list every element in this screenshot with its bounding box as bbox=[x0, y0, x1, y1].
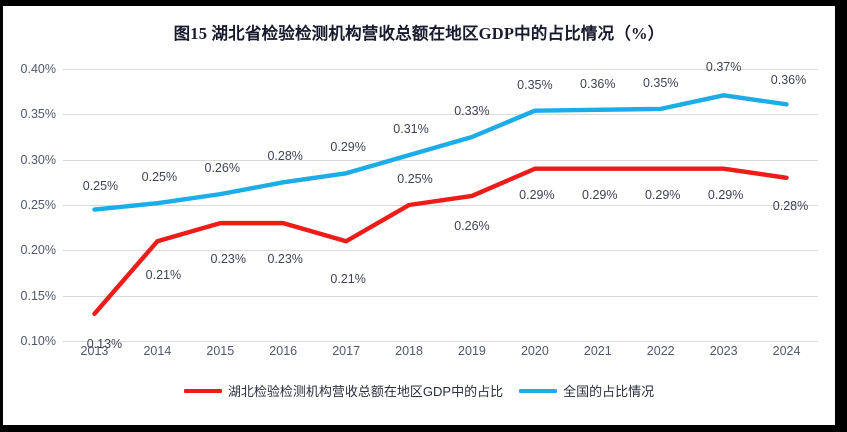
legend-item[interactable]: 全国的占比情况 bbox=[519, 381, 654, 400]
x-axis-tick-label: 2024 bbox=[772, 344, 801, 358]
x-axis-tick-label: 2017 bbox=[332, 344, 361, 358]
legend-item-label: 湖北检验检测机构营收总额在地区GDP中的占比 bbox=[227, 384, 504, 399]
x-axis-tick-label: 2015 bbox=[206, 344, 235, 358]
x-axis-tick-label: 2014 bbox=[143, 344, 172, 358]
series-lines bbox=[92, 93, 789, 317]
x-axis-tick-label: 2016 bbox=[269, 344, 298, 358]
x-axis-tick-label: 2023 bbox=[709, 344, 738, 358]
series-line-national bbox=[92, 93, 789, 212]
x-axis: 2013 2014 2015 2016 2017 2018 2019 2020 2021 2022… bbox=[63, 344, 818, 364]
series-line-hubei bbox=[92, 166, 789, 317]
gridline bbox=[63, 295, 818, 297]
x-axis-tick-label: 2020 bbox=[520, 344, 549, 358]
gridline bbox=[63, 114, 818, 116]
y-axis-tick-label: 0.40% bbox=[20, 62, 56, 76]
line-swatch-red-icon bbox=[183, 388, 222, 393]
chart-legend: 湖北检验检测机构营收总额在地区GDP中的占比 全国的占比情况 bbox=[3, 381, 835, 400]
gridline bbox=[63, 69, 818, 70]
y-axis-tick-label: 0.25% bbox=[20, 198, 56, 212]
gridline bbox=[63, 159, 818, 161]
line-swatch-blue-icon bbox=[519, 388, 558, 393]
y-axis-tick-label: 0.10% bbox=[20, 334, 56, 348]
chart-title: 图15 湖北省检验检测机构营收总额在地区GDP中的占比情况（%） bbox=[173, 24, 665, 43]
plot-area: 0.13% 0.21% 0.23% 0.23% 0.21% 0.25% 0.26% 0.29%… bbox=[21, 60, 818, 351]
x-axis-tick-label: 2013 bbox=[80, 344, 109, 358]
x-axis-tick-label: 2018 bbox=[395, 344, 423, 358]
gridline bbox=[63, 205, 818, 206]
chart-figure: 图15 湖北省检验检测机构营收总额在地区GDP中的占比情况（%） 0.13% 0.… bbox=[3, 6, 835, 425]
x-axis-tick-label: 2021 bbox=[583, 344, 612, 358]
y-axis-tick-label: 0.15% bbox=[20, 288, 56, 303]
x-axis-tick-label: 2022 bbox=[646, 344, 675, 358]
y-axis-tick-label: 0.35% bbox=[20, 107, 56, 122]
x-axis-tick-label: 2019 bbox=[458, 344, 486, 358]
y-axis-tick-label: 0.30% bbox=[20, 152, 56, 167]
legend-item-label: 全国的占比情况 bbox=[563, 384, 655, 399]
legend-item[interactable]: 湖北检验检测机构营收总额在地区GDP中的占比 bbox=[183, 381, 504, 400]
gridline bbox=[63, 250, 818, 252]
gridline bbox=[63, 341, 818, 342]
y-axis-tick-label: 0.20% bbox=[20, 243, 56, 258]
